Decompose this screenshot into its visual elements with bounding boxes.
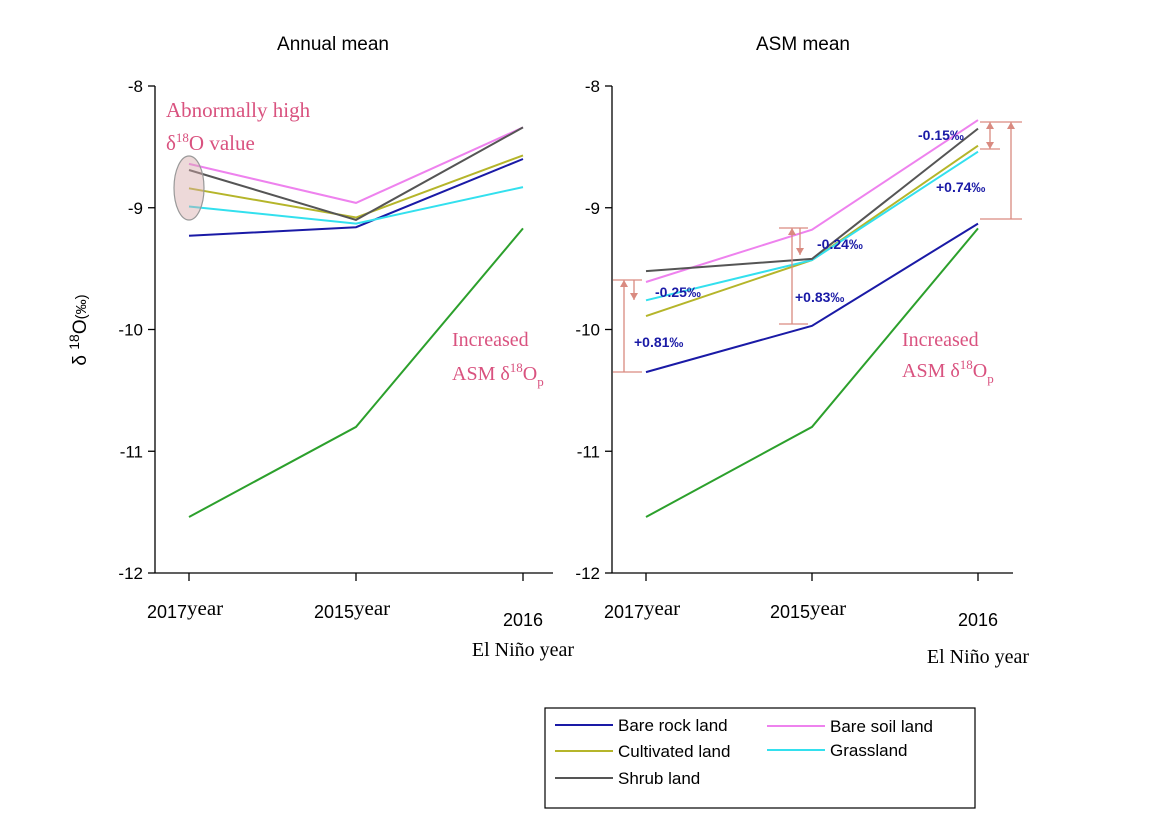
y-tick-label: -12 (118, 564, 143, 583)
arrowhead (986, 142, 994, 149)
legend-box (544, 707, 976, 809)
legend-label: Shrub land (618, 769, 700, 788)
arrowhead (796, 248, 804, 255)
series-line-cultivated-land (188, 154, 524, 219)
asm-increased-annotation-line2: ASM δ18Op (902, 357, 994, 386)
y-axis-label: δ 18O(‰) (66, 294, 91, 365)
series-line-grassland (645, 150, 979, 302)
x-tick-suffix: year (810, 596, 846, 620)
arrowhead (788, 228, 796, 235)
asm-increased-annotation-line1: Increased (902, 329, 979, 351)
abnormal-highlight-ellipse (173, 155, 205, 221)
y-tick-label: -11 (577, 442, 600, 461)
y-tick-label: -12 (575, 564, 600, 583)
arrowhead (1007, 122, 1015, 129)
abnormal-annotation-line2: δ18O value (166, 130, 255, 155)
y-tick-label: -8 (585, 77, 600, 96)
x-tick-label: 2016 (503, 610, 543, 630)
y-tick-label: -8 (128, 77, 143, 96)
diff-label-2015-neg: -0.24‰ (817, 236, 863, 252)
increased-annotation-line1: Increased (452, 329, 529, 351)
x-tick-label: 2016 (958, 610, 998, 630)
legend-label: Grassland (830, 741, 907, 760)
x-tick-label: 2015 (770, 602, 810, 622)
x-tick-suffix: year (187, 596, 223, 620)
arrowhead (630, 293, 638, 300)
legend-items: Bare rock land Bare soil land Cultivated l… (555, 716, 933, 788)
legend: Bare rock land Bare soil land Cultivated l… (544, 707, 976, 809)
y-tick-label: -9 (585, 199, 600, 218)
diff-label-2015-pos: +0.83‰ (795, 289, 844, 305)
asm-series-lines (645, 119, 979, 518)
legend-label: Bare soil land (830, 717, 933, 736)
x-tick-label: 2017 (604, 602, 644, 622)
x-tick-sublabel: El Niño year (927, 646, 1030, 668)
legend-label: Bare rock land (618, 716, 728, 735)
asm-chart-title: ASM mean (756, 34, 850, 55)
y-tick-label: -9 (128, 199, 143, 218)
arrowhead (986, 122, 994, 129)
x-tick-label: 2015 (314, 602, 354, 622)
legend-label: Cultivated land (618, 742, 730, 761)
diff-label-2016-neg: -0.15‰ (918, 127, 964, 143)
x-tick-suffix: year (644, 596, 680, 620)
diff-label-2016-pos: +0.74‰ (936, 179, 985, 195)
diff-label-2017-neg: -0.25‰ (655, 284, 701, 300)
y-tick-label: -11 (120, 442, 143, 461)
abnormal-annotation-line1: Abnormally high (166, 98, 311, 122)
x-tick-label: 2017 (147, 602, 187, 622)
annual-chart-title: Annual mean (277, 34, 389, 55)
increased-annotation-line2: ASM δ18Op (452, 360, 544, 389)
annual-series-lines (188, 126, 524, 518)
diff-label-2017-pos: +0.81‰ (634, 334, 683, 350)
y-tick-label: -10 (118, 321, 143, 340)
series-line-shrub-land (645, 127, 979, 273)
asm-difference-brackets (613, 121, 1022, 373)
y-tick-label: -10 (575, 321, 600, 340)
arrowhead (620, 280, 628, 287)
x-tick-suffix: year (354, 596, 390, 620)
x-tick-sublabel: El Niño year (472, 639, 575, 661)
